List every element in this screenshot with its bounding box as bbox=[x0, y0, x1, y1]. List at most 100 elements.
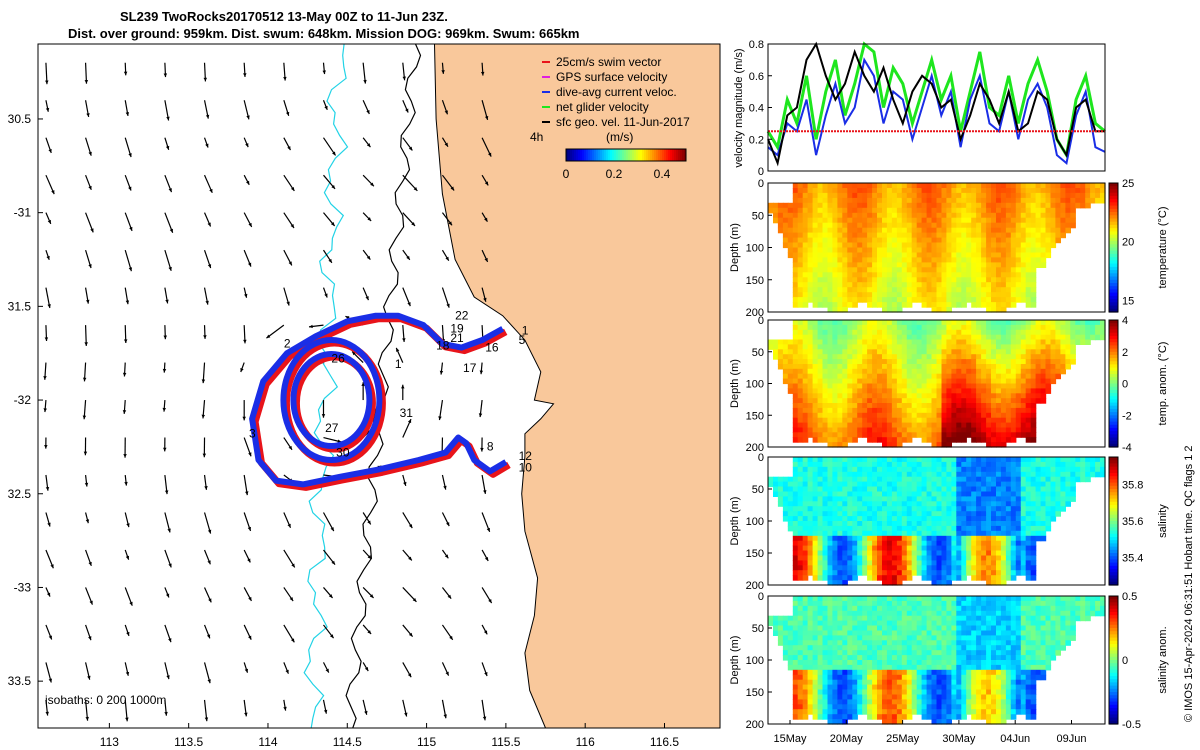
section-cell bbox=[986, 262, 992, 268]
section-cell bbox=[986, 545, 992, 552]
section-cell bbox=[916, 550, 923, 556]
velocity-arrowhead bbox=[245, 143, 249, 148]
section-cell bbox=[891, 501, 898, 507]
section-cell bbox=[981, 560, 987, 566]
section-cell bbox=[787, 212, 794, 219]
section-cell bbox=[1000, 222, 1007, 229]
section-cell bbox=[981, 457, 987, 463]
section-cell bbox=[827, 242, 834, 249]
velocity-arrowhead bbox=[87, 675, 91, 680]
velocity-arrowhead bbox=[446, 522, 450, 527]
section-cell bbox=[1030, 481, 1037, 488]
section-cell bbox=[886, 359, 893, 365]
section-cell bbox=[832, 560, 838, 566]
section-cell bbox=[991, 525, 997, 532]
section-cell bbox=[1045, 197, 1052, 204]
section-cell bbox=[946, 530, 952, 537]
section-cell bbox=[1030, 183, 1037, 189]
section-cell bbox=[802, 540, 809, 547]
section-cell bbox=[1025, 292, 1032, 298]
section-cell bbox=[877, 535, 883, 542]
section-cell bbox=[981, 471, 987, 478]
section-colorbar-cell bbox=[1109, 389, 1118, 394]
section-cell bbox=[916, 188, 923, 194]
velocity-arrowhead bbox=[285, 111, 290, 116]
section-cell bbox=[792, 466, 799, 473]
section-cell bbox=[976, 252, 982, 259]
map-y-tick-label: -31 bbox=[14, 206, 32, 220]
section-cell bbox=[837, 267, 843, 273]
section-cell bbox=[996, 267, 1002, 273]
section-cell bbox=[956, 575, 962, 581]
section-cell bbox=[1055, 373, 1061, 380]
section-cell bbox=[877, 417, 883, 424]
section-cell bbox=[986, 521, 992, 527]
section-cell bbox=[996, 183, 1002, 189]
section-cell bbox=[807, 398, 814, 404]
velocity-arrowhead bbox=[169, 228, 173, 233]
section-cell bbox=[812, 247, 819, 254]
section-cell bbox=[837, 359, 843, 365]
section-cell bbox=[1075, 471, 1081, 478]
section-cell bbox=[1025, 202, 1032, 209]
section-colorbar-cell bbox=[1109, 342, 1118, 346]
section-cell bbox=[931, 403, 938, 409]
section-cell bbox=[837, 188, 843, 194]
section-cell bbox=[986, 197, 992, 204]
section-colorbar-cell bbox=[1109, 508, 1118, 512]
section-cell bbox=[996, 491, 1002, 497]
section-cell bbox=[956, 511, 962, 517]
section-cell bbox=[1030, 267, 1037, 273]
section-cell bbox=[782, 476, 789, 483]
section-cell bbox=[867, 297, 873, 303]
section-cell bbox=[956, 287, 962, 293]
section-cell bbox=[1035, 511, 1042, 517]
section-cell bbox=[926, 437, 933, 443]
section-cell bbox=[1025, 491, 1032, 497]
section-cell bbox=[966, 417, 972, 424]
section-cell bbox=[842, 383, 848, 389]
section-cell bbox=[1015, 252, 1022, 259]
section-colorbar-cell bbox=[1109, 505, 1118, 509]
section-cell bbox=[936, 267, 943, 273]
colorbar-cell bbox=[590, 149, 593, 161]
section-cell bbox=[991, 540, 997, 547]
section-cell bbox=[966, 247, 972, 254]
section-cell bbox=[1070, 349, 1076, 355]
velocity-arrowhead bbox=[290, 186, 295, 191]
section-cell bbox=[976, 297, 982, 303]
section-cell bbox=[891, 516, 898, 522]
section-cell bbox=[921, 545, 928, 552]
section-cell bbox=[971, 437, 977, 443]
section-cell bbox=[1075, 461, 1081, 468]
section-cell bbox=[941, 192, 948, 199]
section-cell bbox=[1035, 252, 1042, 259]
section-cell bbox=[1040, 364, 1047, 370]
section-cell bbox=[842, 287, 848, 293]
section-cell bbox=[837, 368, 843, 375]
section-cell bbox=[882, 222, 888, 229]
section-cell bbox=[991, 471, 997, 478]
section-cell bbox=[872, 364, 878, 370]
section-cell bbox=[817, 257, 824, 263]
section-cell bbox=[1030, 287, 1037, 293]
section-cell bbox=[847, 457, 853, 463]
section-cell bbox=[941, 471, 948, 478]
section-cell bbox=[837, 521, 843, 527]
section-cell bbox=[916, 252, 923, 259]
section-cell bbox=[837, 481, 843, 488]
section-cell bbox=[1015, 521, 1022, 527]
section-cell bbox=[951, 272, 957, 278]
section-cell bbox=[886, 570, 893, 576]
section-cell bbox=[971, 292, 977, 298]
section-cell bbox=[812, 202, 819, 209]
section-cell bbox=[842, 344, 848, 350]
section-cell bbox=[842, 307, 848, 313]
section-cell bbox=[882, 516, 888, 522]
section-cell bbox=[1080, 329, 1086, 336]
section-cell bbox=[951, 232, 957, 239]
section-cell bbox=[862, 501, 868, 507]
section-cell bbox=[961, 511, 967, 517]
section-cell bbox=[797, 545, 804, 552]
section-cell bbox=[797, 359, 804, 365]
